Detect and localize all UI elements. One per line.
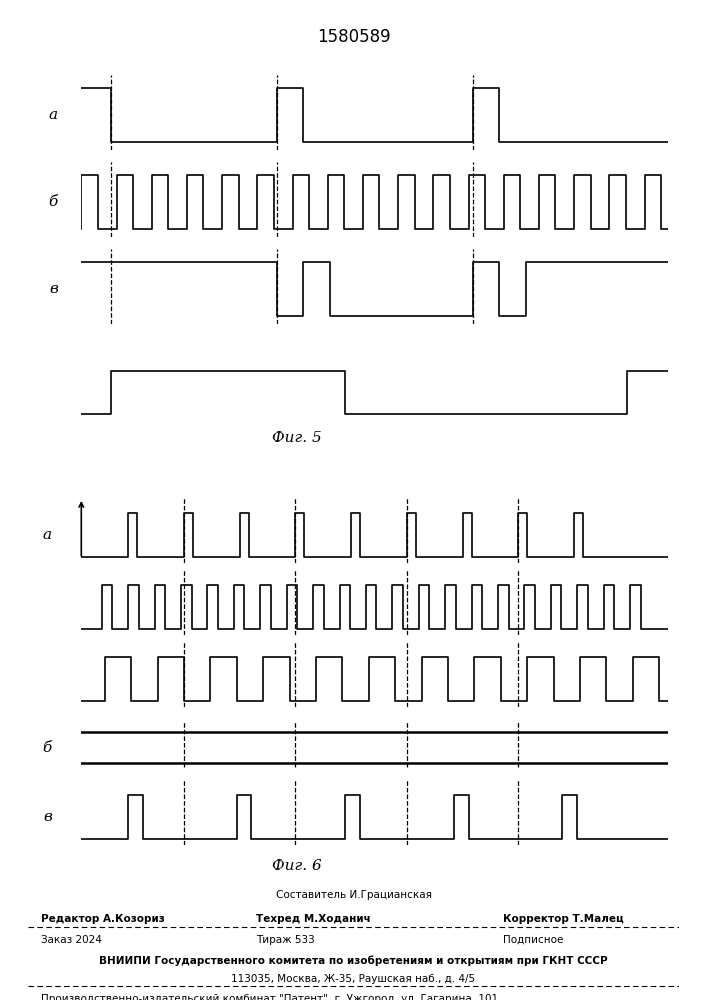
Text: Заказ 2024: Заказ 2024 [41,935,103,945]
Text: Составитель И.Грацианская: Составитель И.Грацианская [276,890,431,900]
Text: Производственно-издательский комбинат "Патент", г. Ужгород, ул. Гагарина, 101: Производственно-издательский комбинат "П… [41,994,498,1000]
Text: Фиг. 6: Фиг. 6 [272,859,322,873]
Text: Тираж 533: Тираж 533 [256,935,315,945]
Text: в: в [49,282,58,296]
Text: б: б [49,195,58,209]
Text: Корректор Т.Малец: Корректор Т.Малец [503,914,624,924]
Text: 113035, Москва, Ж-35, Раушская наб., д. 4/5: 113035, Москва, Ж-35, Раушская наб., д. … [231,974,476,984]
Text: б: б [42,741,52,755]
Text: 1580589: 1580589 [317,28,390,46]
Text: Техред М.Ходанич: Техред М.Ходанич [256,914,370,924]
Text: Редактор А.Козориз: Редактор А.Козориз [41,914,165,924]
Text: а: а [43,528,52,542]
Text: ВНИИПИ Государственного комитета по изобретениям и открытиям при ГКНТ СССР: ВНИИПИ Государственного комитета по изоб… [99,955,608,966]
Text: в: в [43,810,52,824]
Text: Фиг. 5: Фиг. 5 [272,431,322,445]
Text: а: а [49,108,58,122]
Text: Подписное: Подписное [503,935,563,945]
